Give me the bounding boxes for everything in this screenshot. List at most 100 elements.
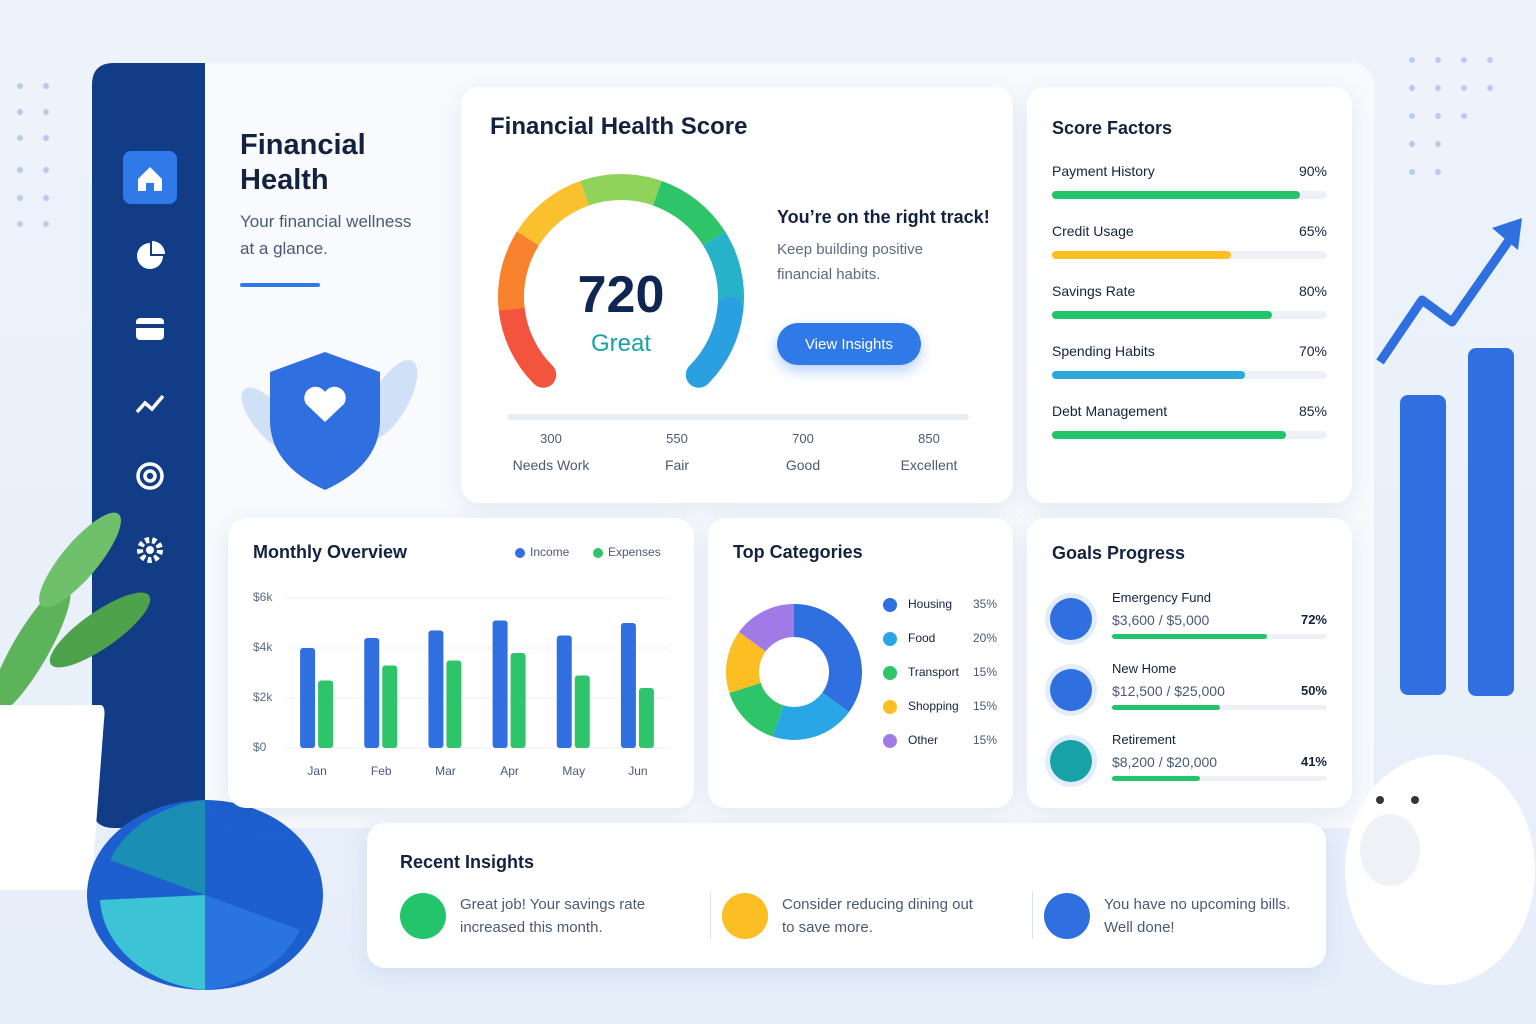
legend-value: 15% xyxy=(973,733,997,747)
factor-bar xyxy=(1052,191,1300,199)
insights-title: Recent Insights xyxy=(400,852,535,872)
monthly-overview-card: Monthly Overview $0 $2k $4k $6k Income Expense… xyxy=(228,518,694,808)
bar xyxy=(382,665,398,748)
factor-track xyxy=(1052,251,1327,259)
legend-label: Housing xyxy=(908,597,952,611)
nav-trends[interactable] xyxy=(135,394,165,414)
factor-bar xyxy=(1052,251,1231,259)
bar xyxy=(510,653,526,748)
bar xyxy=(574,675,590,748)
factor-track xyxy=(1052,191,1327,199)
score-rating: Great xyxy=(590,330,652,357)
gauge-segment xyxy=(652,180,726,246)
message-text: Keep building positive financial habits. xyxy=(777,241,923,283)
gauge-segment xyxy=(498,296,557,388)
insight-text: You have no upcoming bills. Well done! xyxy=(1104,896,1291,936)
score-card: Financial Health Score 720 Great You’re … xyxy=(461,87,1013,503)
legend-label: Shopping xyxy=(908,699,959,713)
bar xyxy=(300,648,316,748)
scale-value: 550 xyxy=(666,431,688,446)
insight-divider xyxy=(710,891,711,939)
goal-icon xyxy=(1050,598,1092,640)
legend-swatch xyxy=(883,598,897,612)
factor-name: Spending Habits xyxy=(1052,343,1155,359)
gauge-segment xyxy=(516,180,590,246)
sidebar-nav xyxy=(92,63,205,828)
legend-value: 20% xyxy=(973,631,997,645)
goal-bar xyxy=(1112,705,1220,710)
nav-goals[interactable] xyxy=(136,462,164,490)
factor-name: Savings Rate xyxy=(1052,283,1136,299)
y-tick-label: $6k xyxy=(253,590,273,604)
x-tick-label: May xyxy=(562,764,585,778)
scale-value: 850 xyxy=(918,431,940,446)
insight-icon xyxy=(400,893,446,939)
home-icon xyxy=(138,167,162,191)
goals-title: Goals Progress xyxy=(1052,543,1186,563)
x-tick-label: Jun xyxy=(628,764,647,778)
pie-slice xyxy=(794,604,862,712)
scale-label: Needs Work xyxy=(512,457,590,473)
bar xyxy=(318,680,334,748)
y-tick-label: $2k xyxy=(253,690,273,704)
goal-bar xyxy=(1112,634,1267,639)
settings-hub xyxy=(146,546,154,554)
score-gauge xyxy=(498,174,969,420)
title-underline xyxy=(240,283,320,287)
pie-slice xyxy=(729,682,784,737)
insight-icon xyxy=(722,893,768,939)
legend-swatch xyxy=(883,632,897,646)
view-insights-button[interactable]: View Insights xyxy=(777,323,921,365)
goal-track xyxy=(1112,776,1327,781)
factor-percent: 85% xyxy=(1298,403,1327,419)
goal-percent: 50% xyxy=(1300,683,1327,698)
pie-slice xyxy=(738,604,794,652)
gauge-segment xyxy=(580,174,662,206)
goals-card: Goals Progress Emergency Fund $3,600 / $5… xyxy=(1027,518,1352,808)
goal-amount: $3,600 / $5,000 xyxy=(1112,612,1210,628)
factor-bar xyxy=(1052,311,1272,319)
factor-bar xyxy=(1052,431,1286,439)
categories-chart: Top Categories Housing 35% Food 20% Transport… xyxy=(726,542,997,748)
bar xyxy=(428,630,444,748)
gauge-segment xyxy=(685,296,744,388)
legend-label: Expenses xyxy=(608,545,661,559)
goal-track xyxy=(1112,634,1327,639)
bar xyxy=(492,620,508,748)
factor-percent: 80% xyxy=(1298,283,1327,299)
legend-value: 35% xyxy=(973,597,997,611)
nav-reports[interactable] xyxy=(137,241,165,269)
insight-text: Great job! Your savings rate increased t… xyxy=(460,896,646,936)
legend-swatch xyxy=(883,700,897,714)
goal-bar xyxy=(1112,776,1201,781)
goal-track xyxy=(1112,705,1327,710)
nav-cards[interactable] xyxy=(136,318,164,340)
goal-amount: $12,500 / $25,000 xyxy=(1112,683,1225,699)
insights-card: Recent Insights Great job! Your savings … xyxy=(367,823,1326,968)
legend-swatch xyxy=(593,548,603,558)
shield-illustration xyxy=(241,352,418,490)
legend-value: 15% xyxy=(973,699,997,713)
legend-label: Other xyxy=(908,733,938,747)
message-title: You’re on the right track! xyxy=(777,207,990,227)
scale-track xyxy=(507,414,969,420)
nav-settings[interactable] xyxy=(137,537,163,563)
score-factors-card: Score Factors Payment History 90% Credit U… xyxy=(1027,87,1352,503)
page-subtitle: Your financial wellness at a glance. xyxy=(240,212,412,258)
factor-name: Debt Management xyxy=(1052,403,1168,419)
factor-bar xyxy=(1052,371,1245,379)
factor-name: Credit Usage xyxy=(1052,223,1134,239)
y-tick-label: $0 xyxy=(253,740,267,754)
top-categories-card: Top Categories Housing 35% Food 20% Transport… xyxy=(708,518,1013,808)
bar xyxy=(364,638,380,748)
legend-swatch xyxy=(883,734,897,748)
legend-label: Transport xyxy=(908,665,960,679)
goal-percent: 41% xyxy=(1300,754,1327,769)
factor-track xyxy=(1052,431,1327,439)
factors-title: Score Factors xyxy=(1052,118,1173,138)
pie-slice xyxy=(726,632,766,694)
score-title: Financial Health Score xyxy=(490,113,748,140)
factor-percent: 90% xyxy=(1298,163,1327,179)
